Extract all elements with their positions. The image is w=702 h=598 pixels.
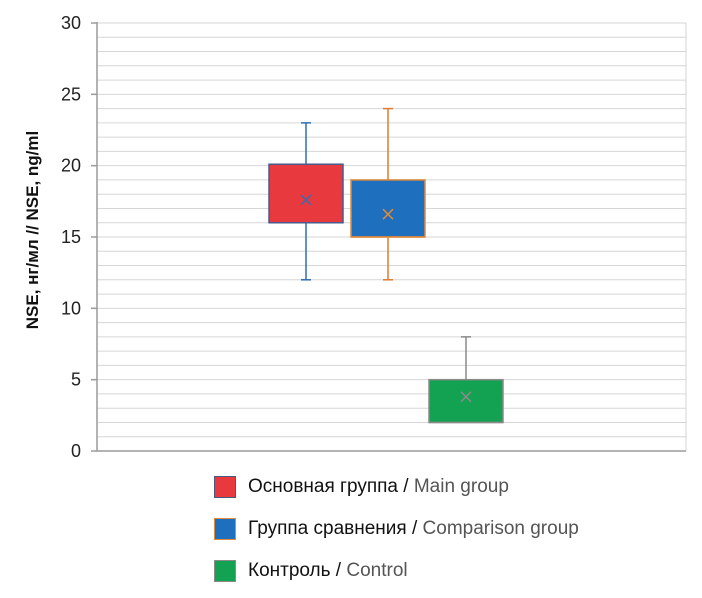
- y-tick-label: 0: [71, 441, 81, 461]
- legend-item-control: Контроль / Control: [214, 556, 579, 586]
- y-tick-label: 10: [61, 298, 81, 318]
- box-iqr: [350, 179, 426, 238]
- legend-item-comparison-group: Группа сравнения / Comparison group: [214, 514, 579, 544]
- box-2: [350, 107, 426, 281]
- legend-label-control: Контроль / Control: [248, 560, 408, 581]
- mean-marker: [460, 391, 472, 403]
- box-1: [268, 122, 344, 281]
- legend-item-main-group: Основная группа / Main group: [214, 472, 579, 502]
- axes: [91, 22, 686, 452]
- y-tick-label: 20: [61, 156, 81, 176]
- y-axis-label: NSE, нг/мл // NSE, ng/ml: [23, 131, 42, 329]
- y-tick-label: 25: [61, 84, 81, 104]
- box-3: [428, 336, 504, 424]
- legend: Основная группа / Main group Группа срав…: [214, 472, 579, 598]
- legend-swatch-comparison-group: [214, 518, 236, 540]
- mean-marker: [382, 208, 394, 220]
- y-tick-labels: 0 5 10 15 20 25 30: [61, 13, 81, 461]
- legend-swatch-main-group: [214, 476, 236, 498]
- legend-label-comparison-group: Группа сравнения / Comparison group: [248, 518, 579, 539]
- box-iqr: [268, 163, 344, 224]
- boxes: [268, 107, 504, 424]
- mean-marker: [300, 194, 312, 206]
- y-tick-label: 30: [61, 13, 81, 33]
- legend-label-main-group: Основная группа / Main group: [248, 476, 509, 497]
- y-tick-label: 5: [71, 370, 81, 390]
- box-iqr: [428, 378, 504, 424]
- legend-swatch-control: [214, 560, 236, 582]
- y-tick-label: 15: [61, 227, 81, 247]
